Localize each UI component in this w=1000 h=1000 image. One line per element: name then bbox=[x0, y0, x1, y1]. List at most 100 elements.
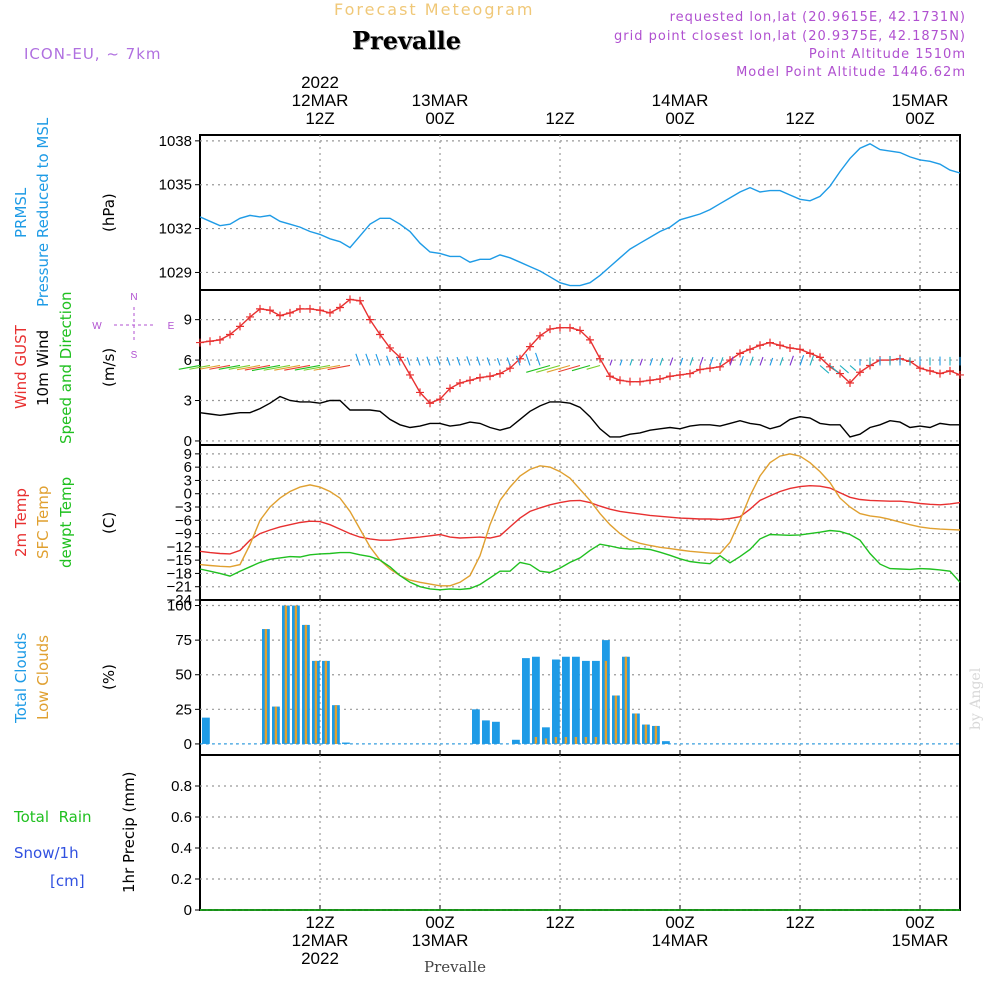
gust-marker bbox=[526, 342, 534, 351]
wind-arrow bbox=[779, 357, 784, 366]
wind-arrow bbox=[236, 364, 261, 371]
compass-cross bbox=[114, 307, 154, 343]
wind-arrow bbox=[849, 365, 857, 372]
low-cloud-bar bbox=[574, 737, 578, 744]
gridpoint-coords: grid point closest lon,lat (20.9375E, 42… bbox=[614, 29, 966, 44]
wind-arrow bbox=[218, 364, 241, 370]
station-name: Prevalle bbox=[352, 26, 461, 55]
wind-arrow bbox=[558, 364, 581, 373]
gust-marker bbox=[366, 315, 374, 324]
total-cloud-bar bbox=[202, 717, 210, 744]
compass-east: E bbox=[168, 321, 175, 332]
gust-marker bbox=[486, 372, 494, 381]
time-label-top: 12MAR bbox=[292, 91, 349, 110]
low-cloud-bar bbox=[644, 724, 648, 744]
y-tick-label: −15 bbox=[167, 552, 192, 569]
wind-arrow bbox=[303, 364, 331, 371]
gust-marker bbox=[686, 369, 694, 378]
y-tick-label: 3 bbox=[184, 393, 192, 410]
gust-marker bbox=[536, 331, 544, 340]
footer-station: Prevalle bbox=[424, 958, 487, 976]
time-label-bottom: 00Z bbox=[905, 913, 934, 932]
wind-arrow bbox=[244, 364, 271, 371]
y-axis-label: Pressure Reduced to MSL bbox=[34, 117, 52, 308]
wind-arrow bbox=[189, 364, 211, 370]
gust-marker bbox=[276, 311, 284, 320]
total-cloud-bar bbox=[482, 720, 490, 744]
time-label-bottom: 00Z bbox=[425, 913, 454, 932]
point-altitude: Point Altitude 1510m bbox=[808, 47, 966, 62]
compass-south: S bbox=[131, 350, 138, 361]
model-label: ICON-EU, ~ 7km bbox=[24, 45, 162, 63]
gust-marker bbox=[926, 366, 934, 375]
gust-marker bbox=[446, 384, 454, 393]
gust-marker bbox=[216, 335, 224, 344]
wind-arrow bbox=[375, 353, 381, 366]
wind-arrow bbox=[446, 357, 451, 366]
low-cloud-bar bbox=[634, 713, 638, 744]
wind-arrow bbox=[689, 357, 694, 366]
time-label-top: 00Z bbox=[905, 109, 934, 128]
gust-marker bbox=[466, 376, 474, 385]
gust-marker bbox=[846, 379, 854, 387]
low-cloud-bar bbox=[274, 706, 278, 744]
gust-marker bbox=[626, 377, 634, 386]
wind-arrow bbox=[709, 356, 714, 366]
y-tick-label: 9 bbox=[184, 446, 192, 463]
legend-snow-unit: [cm] bbox=[50, 872, 85, 890]
time-label-top: 12Z bbox=[305, 109, 334, 128]
total-cloud-bar bbox=[472, 709, 480, 744]
gust-marker bbox=[376, 330, 384, 339]
total-cloud-bar bbox=[342, 742, 350, 744]
gust-marker bbox=[936, 369, 944, 378]
wind-arrow bbox=[769, 357, 774, 366]
wind-arrow bbox=[679, 357, 684, 366]
legend-total-rain: Total Rain bbox=[14, 808, 92, 826]
gust-marker bbox=[776, 341, 784, 350]
wind-arrow bbox=[396, 356, 401, 366]
gust-marker bbox=[726, 356, 734, 365]
series-line-10m-wind bbox=[199, 395, 960, 438]
gust-marker bbox=[346, 295, 354, 304]
low-cloud-bar bbox=[624, 656, 628, 744]
y-axis-label: Total Clouds bbox=[12, 632, 30, 723]
wind-arrow bbox=[284, 364, 311, 371]
wind-arrow bbox=[546, 364, 571, 373]
legend-snow: Snow/1h bbox=[14, 844, 79, 862]
total-cloud-bar bbox=[592, 660, 600, 744]
wind-arrow bbox=[209, 364, 231, 370]
y-axis-label: Low Clouds bbox=[34, 635, 52, 720]
gust-marker bbox=[226, 330, 234, 339]
low-cloud-bar bbox=[534, 737, 538, 744]
wind-arrow bbox=[669, 357, 674, 366]
wind-arrow bbox=[199, 364, 221, 370]
wind-arrow bbox=[178, 364, 201, 370]
gust-marker bbox=[946, 366, 954, 375]
gust-marker bbox=[316, 306, 324, 315]
y-axis-label: 1hr Precip (mm) bbox=[120, 771, 138, 894]
y-tick-label: 25 bbox=[175, 701, 192, 718]
y-tick-label: 0.2 bbox=[171, 871, 192, 888]
wind-arrow bbox=[571, 364, 591, 372]
wind-arrow bbox=[749, 356, 754, 366]
total-cloud-bar bbox=[522, 658, 530, 744]
y-tick-label: 1029 bbox=[159, 264, 192, 281]
wind-arrow bbox=[365, 353, 371, 366]
low-cloud-bar bbox=[594, 737, 598, 744]
wind-arrow bbox=[506, 357, 511, 366]
y-tick-label: −18 bbox=[167, 565, 192, 582]
gust-marker bbox=[236, 322, 244, 331]
y-tick-label: −24 bbox=[167, 592, 192, 609]
gust-marker bbox=[566, 323, 574, 332]
total-cloud-bar bbox=[552, 659, 560, 744]
low-cloud-bar bbox=[564, 737, 568, 744]
total-cloud-bar bbox=[562, 656, 570, 744]
gust-marker bbox=[306, 304, 314, 313]
y-tick-label: −9 bbox=[175, 526, 192, 543]
gust-marker bbox=[196, 338, 204, 347]
total-cloud-bar bbox=[572, 656, 580, 744]
wind-arrow bbox=[729, 356, 734, 366]
wind-arrow bbox=[739, 355, 744, 366]
